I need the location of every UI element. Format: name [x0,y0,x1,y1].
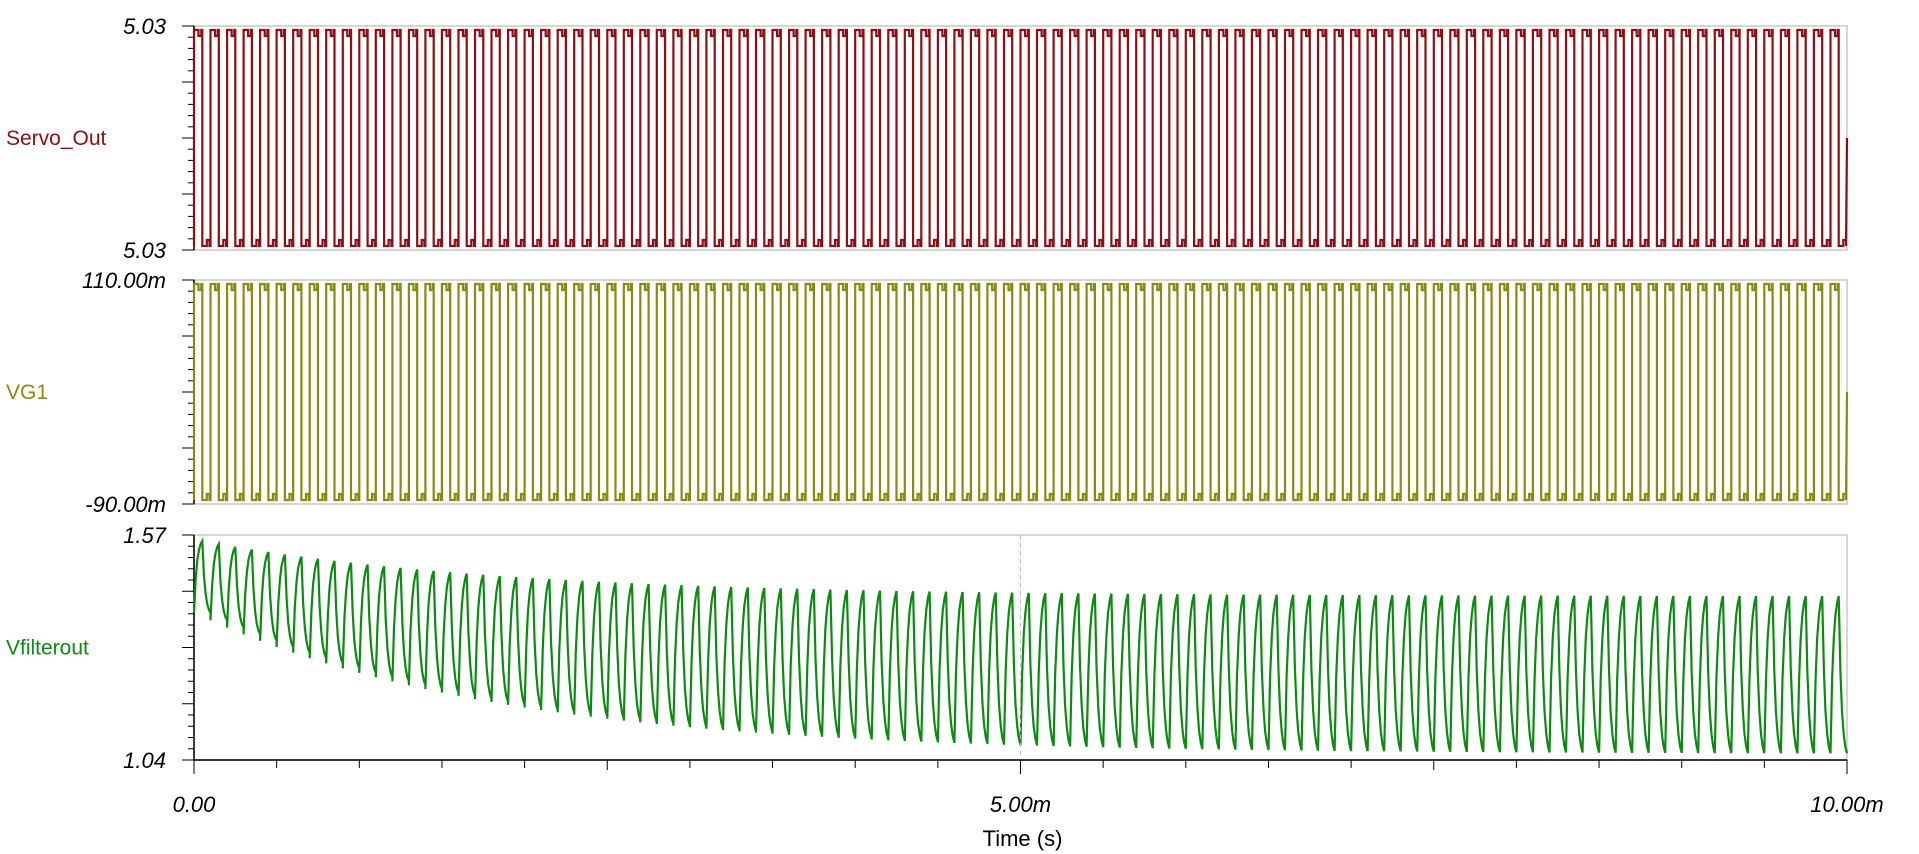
x-tick-label: 10.00m [1810,792,1883,817]
trace-label-vfilterout: Vfilterout [6,637,89,660]
trace-label-servo_out: Servo_Out [6,127,107,150]
y-max-label: 1.57 [123,523,167,548]
trace-servo_out [192,28,1849,248]
x-axis-title: Time (s) [983,826,1063,851]
y-min-label: 1.04 [123,748,166,773]
y-max-label: 5.03 [123,14,167,39]
trace-panel-servo_out: 5.03 5.03 Servo_Out [6,14,1849,263]
trace-panel-vfilterout: 1.57 1.04 Vfilterout [6,523,1849,773]
x-tick-label: 0.00 [173,792,217,817]
y-min-label: -90.00m [85,492,166,517]
x-tick-label: 5.00m [990,792,1051,817]
trace-label-vg1: VG1 [6,381,48,404]
y-max-label: 110.00m [82,268,166,293]
trace-vfilterout [192,537,1849,754]
trace-panel-vg1: 110.00m -90.00m VG1 [6,268,1849,517]
y-min-label: 5.03 [123,238,167,263]
trace-vg1 [192,282,1849,502]
